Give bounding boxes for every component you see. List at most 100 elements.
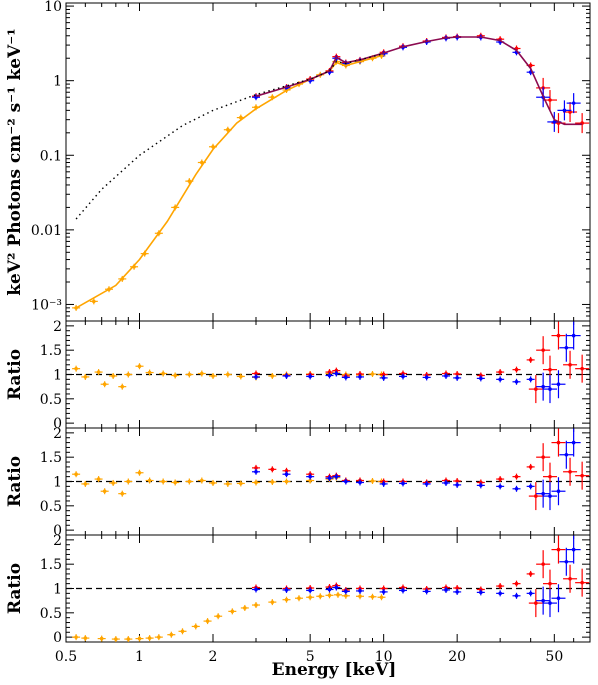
data-point — [564, 345, 569, 350]
y-tick-label: 2 — [53, 533, 62, 549]
data-point — [308, 474, 312, 479]
series-blue — [251, 321, 581, 404]
data-point — [455, 586, 459, 590]
plot-area — [72, 428, 590, 511]
data-point — [571, 101, 576, 105]
data-point — [514, 581, 519, 586]
data-point — [564, 452, 569, 457]
series-red — [251, 321, 590, 404]
data-point — [580, 580, 584, 585]
y-tick-label: 10⁻³ — [31, 297, 62, 313]
data-point — [344, 593, 348, 598]
data-point — [187, 479, 192, 484]
data-point — [284, 588, 289, 592]
y-tick-label: 0 — [53, 416, 62, 432]
data-point — [548, 601, 552, 605]
data-point — [147, 478, 152, 483]
x-tick-label: 2 — [209, 649, 218, 665]
data-point — [226, 372, 230, 377]
data-point — [424, 375, 429, 380]
data-point — [534, 387, 538, 391]
data-point — [254, 480, 258, 485]
series-model — [255, 36, 583, 126]
data-point — [284, 374, 289, 378]
data-point — [137, 470, 142, 475]
data-point — [381, 482, 386, 486]
series-blue — [251, 428, 581, 511]
data-point — [571, 333, 576, 338]
data-point — [111, 481, 115, 485]
data-point — [254, 587, 258, 592]
y-tick-label: 1.5 — [40, 343, 62, 359]
series-orange-data — [72, 52, 386, 311]
data-point — [205, 619, 210, 623]
data-point — [284, 479, 289, 484]
data-point — [254, 466, 258, 470]
series-unabsorbed-model — [75, 53, 384, 220]
panel-spectrum: 10⁻³ 0.01 0.1 1 10 keV² Photons cm⁻² s⁻¹ keV⁻… — [5, 0, 591, 322]
data-point — [126, 637, 131, 641]
data-point — [568, 576, 572, 581]
data-point — [444, 481, 448, 485]
data-point — [180, 629, 185, 634]
data-point — [137, 364, 142, 369]
plot-area — [72, 321, 590, 404]
data-point — [270, 480, 275, 484]
data-point — [147, 636, 152, 640]
data-point — [548, 387, 552, 391]
y-tick-label: 0.5 — [40, 392, 62, 408]
panel-frame — [65, 2, 591, 322]
data-point — [444, 374, 448, 378]
y-tick-label: 0 — [53, 630, 62, 646]
data-point — [284, 472, 289, 477]
data-point — [379, 595, 384, 600]
data-point — [562, 108, 567, 113]
data-point — [541, 562, 545, 566]
y-tick-label: 2 — [53, 426, 62, 442]
data-point — [381, 586, 386, 591]
data-point — [193, 624, 198, 629]
data-point — [92, 299, 96, 304]
data-point — [284, 597, 289, 602]
data-point — [200, 478, 204, 483]
panel-ratio3: 0 0.5 1 1.5 2 Ratio — [5, 533, 591, 646]
data-point — [528, 465, 533, 469]
data-point — [336, 593, 340, 597]
data-point — [173, 480, 177, 485]
data-point — [528, 572, 533, 576]
data-point — [187, 372, 192, 377]
plot-area — [72, 535, 590, 642]
y-axis-label: Ratio — [5, 563, 25, 614]
data-point — [254, 469, 258, 474]
data-point — [568, 362, 572, 367]
data-point — [74, 366, 78, 371]
data-point — [541, 384, 545, 389]
plot-area — [72, 32, 590, 311]
y-tick-label: 1 — [53, 582, 62, 598]
y-tick-label: 1 — [53, 475, 62, 491]
series-blue — [251, 535, 581, 618]
data-point — [74, 472, 78, 477]
data-point — [226, 482, 230, 486]
y-tick-label: 1 — [53, 74, 62, 90]
data-point — [370, 479, 375, 483]
data-point — [169, 632, 174, 637]
data-point — [498, 591, 502, 596]
x-tick-label: 0.5 — [55, 649, 77, 665]
data-point — [173, 373, 177, 378]
data-point — [455, 483, 459, 487]
data-point — [344, 479, 348, 484]
data-point — [297, 596, 301, 601]
data-point — [528, 377, 533, 382]
data-point — [327, 373, 332, 378]
data-point — [344, 589, 348, 594]
data-point — [344, 375, 348, 380]
y-tick-label: 0.5 — [40, 499, 62, 515]
data-point — [102, 382, 107, 387]
data-point — [327, 593, 332, 598]
data-point — [226, 127, 230, 132]
data-point — [455, 590, 459, 594]
data-point — [541, 598, 545, 603]
data-point — [161, 479, 165, 484]
data-point — [254, 603, 258, 607]
